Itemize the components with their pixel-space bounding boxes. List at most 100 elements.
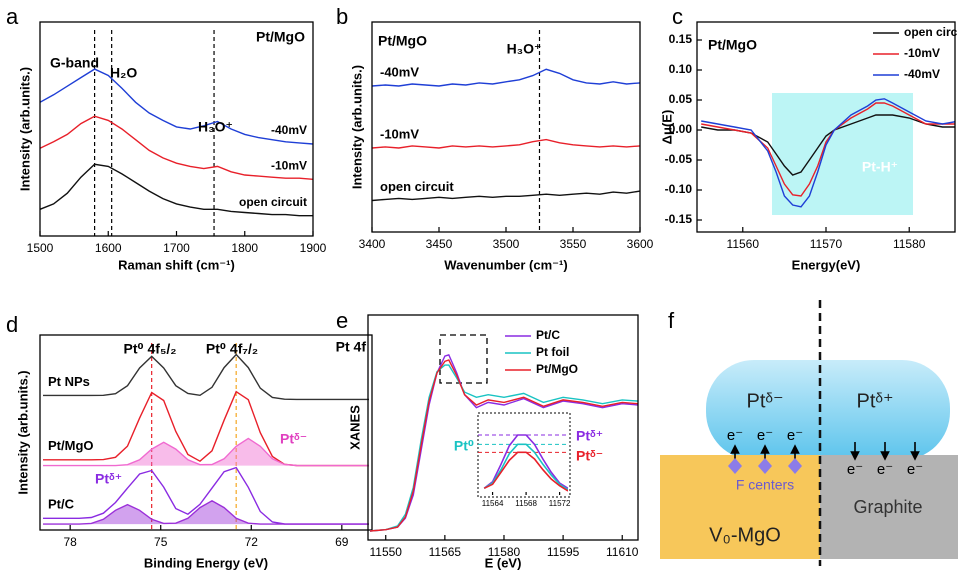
label: V₀-MgO	[709, 524, 781, 546]
x-tick-label: 11568	[515, 499, 537, 508]
annotation: Pt⁰ 4f₅/₂	[124, 341, 177, 357]
series-label: open circuit	[380, 179, 454, 194]
series-line	[483, 443, 568, 491]
f-center	[788, 458, 802, 474]
y-tick-label: -0.15	[665, 212, 693, 226]
series-line	[701, 114, 955, 176]
plot-frame	[367, 314, 639, 541]
series-line	[43, 353, 369, 401]
x-tick-label: 69	[335, 535, 349, 549]
legend-label: open circuit	[904, 25, 958, 39]
annotation: Ptᵟ⁻	[280, 431, 307, 447]
x-tick-label: 1800	[231, 241, 258, 255]
series-label: Pt/MgO	[48, 438, 94, 453]
y-axis-label: Δμ(E)	[659, 110, 674, 145]
series-line	[372, 190, 640, 202]
x-tick-label: 11560	[727, 237, 760, 251]
y-axis-label: Intensity (arb.units.)	[17, 67, 32, 191]
annotation: H₃O⁺	[507, 41, 542, 57]
legend-label: Pt foil	[536, 345, 569, 359]
legend-label: -10mV	[904, 46, 940, 60]
x-axis-label: Raman shift (cm⁻¹)	[118, 257, 235, 272]
annotation: Pt/MgO	[708, 37, 757, 53]
y-tick-label: 0.00	[669, 122, 693, 136]
annotation: H₂O	[110, 65, 137, 81]
annotation: G-band	[50, 55, 99, 71]
y-axis-label: XANES	[347, 405, 362, 450]
f-center	[758, 458, 772, 474]
series-line	[483, 451, 568, 492]
annotation: Pt⁰ 4f₇/₂	[206, 341, 258, 357]
series-label: -40mV	[380, 64, 419, 79]
x-tick-label: 72	[245, 535, 259, 549]
electron: e⁻	[727, 427, 743, 444]
x-tick-label: 1700	[163, 241, 190, 255]
series-label: Pt/C	[48, 497, 75, 512]
x-tick-label: 11564	[482, 499, 504, 508]
electron: e⁻	[877, 461, 893, 478]
series-label: -10mV	[271, 158, 307, 172]
y-axis-label: Intensity (arb.units.)	[15, 370, 30, 494]
electron: e⁻	[847, 461, 863, 478]
series-line	[43, 390, 369, 467]
y-tick-label: -0.05	[665, 152, 693, 166]
series-label: Pt NPs	[48, 374, 90, 389]
label: Ptᵟ⁻	[746, 390, 783, 412]
x-tick-label: 75	[154, 535, 168, 549]
x-tick-label: 11565	[429, 545, 462, 559]
series-line	[40, 163, 313, 217]
x-tick-label: 78	[64, 535, 78, 549]
annotation: Ptᵟ⁺	[576, 428, 603, 444]
x-axis-label: E (eV)	[485, 555, 522, 570]
label: F centers	[736, 477, 794, 493]
legend-label: -40mV	[904, 67, 940, 81]
x-tick-label: 11550	[369, 545, 402, 559]
annotation: H₃O⁺	[198, 119, 233, 135]
panel-letter: e	[336, 308, 348, 333]
x-axis-label: Binding Energy (eV)	[144, 555, 268, 570]
panel-letter: c	[672, 4, 683, 29]
x-tick-label: 1500	[27, 241, 54, 255]
x-tick-label: 3550	[560, 237, 587, 251]
y-tick-label: 0.15	[669, 32, 693, 46]
label: Ptᵟ⁺	[856, 390, 893, 412]
series-line	[40, 115, 313, 180]
series-line	[369, 359, 638, 532]
zoom-box	[439, 334, 488, 384]
series-line	[372, 138, 640, 149]
electron: e⁻	[757, 427, 773, 444]
series-line	[40, 68, 313, 145]
series-line	[43, 499, 369, 525]
series-label: -40mV	[271, 123, 307, 137]
substrate-mgo	[660, 455, 820, 559]
annotation: Pt/MgO	[378, 33, 427, 49]
panel-letter: d	[6, 312, 18, 337]
series-line	[372, 68, 640, 87]
diagram: f Ptᵟ⁻ Ptᵟ⁺ e⁻ e⁻ e⁻ F centers V₀-MgO e⁻…	[660, 300, 958, 566]
y-tick-label: 0.05	[669, 92, 693, 106]
electron: e⁻	[787, 427, 803, 444]
annotation: Pt 4f	[336, 339, 367, 355]
y-axis-label: Intensity (arb.units.)	[349, 65, 364, 189]
x-tick-label: 3600	[627, 237, 654, 251]
legend-label: Pt/C	[536, 328, 560, 342]
y-tick-label: 0.10	[669, 62, 693, 76]
panel-letter: a	[6, 4, 19, 29]
x-tick-label: 1900	[300, 241, 327, 255]
nanoparticle	[706, 360, 950, 460]
electron: e⁻	[907, 461, 923, 478]
panel-letter: b	[336, 4, 348, 29]
x-tick-label: 11610	[606, 545, 639, 559]
x-tick-label: 11572	[549, 499, 571, 508]
x-axis-label: Energy(eV)	[792, 257, 861, 272]
x-tick-label: 11570	[810, 237, 843, 251]
x-tick-label: 3450	[426, 237, 453, 251]
annotation: Ptᵟ⁺	[95, 471, 122, 487]
annotation: Pt-H⁺	[862, 159, 898, 175]
y-tick-label: -0.10	[665, 182, 693, 196]
plot-frame	[39, 334, 373, 531]
legend-label: Pt/MgO	[536, 362, 578, 376]
x-tick-label: 3400	[359, 237, 386, 251]
series-label: -10mV	[380, 126, 419, 141]
